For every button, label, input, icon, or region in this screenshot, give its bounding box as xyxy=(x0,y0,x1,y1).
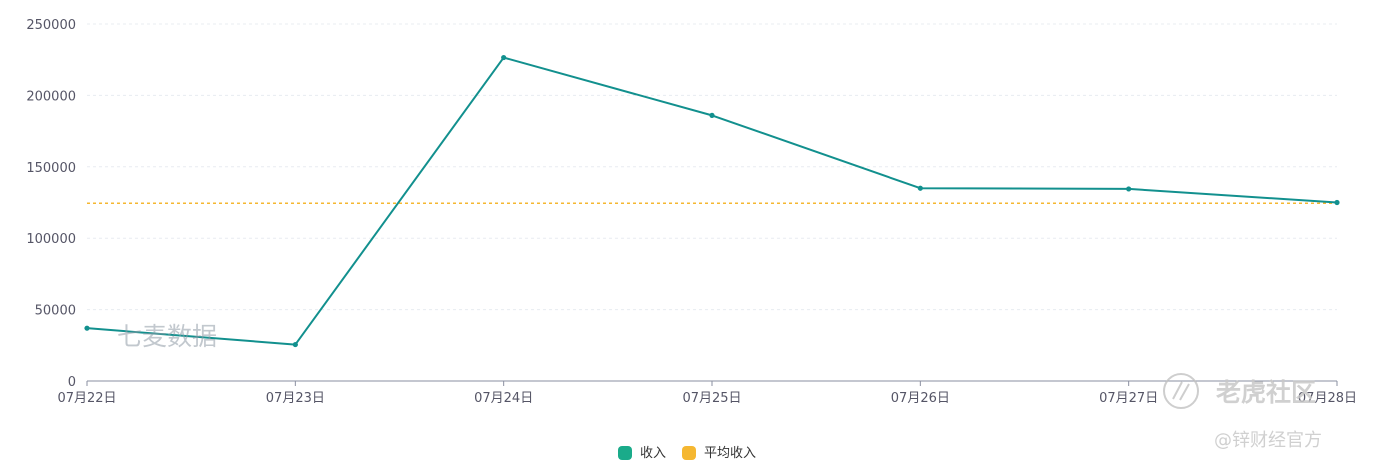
x-tick-label: 07月26日 xyxy=(891,391,950,406)
y-tick-label: 250000 xyxy=(26,18,76,33)
legend-label-income: 收入 xyxy=(640,446,666,461)
watermark-corner-text: 老虎社区 xyxy=(1216,378,1316,407)
x-tick-label: 07月23日 xyxy=(266,391,325,406)
data-point-income[interactable] xyxy=(917,185,923,191)
data-point-income[interactable] xyxy=(709,112,715,118)
watermark-credit-text: @锌财经官方 xyxy=(1214,430,1322,451)
data-point-income[interactable] xyxy=(292,341,298,348)
data-point-income[interactable] xyxy=(1126,186,1132,192)
watermark-center-text: 七麦数据 xyxy=(117,322,217,351)
legend-swatch-income xyxy=(618,446,632,460)
legend-item-income[interactable]: 收入 xyxy=(618,446,666,461)
x-tick-label: 07月22日 xyxy=(57,391,116,406)
y-tick-label: 200000 xyxy=(26,89,76,104)
y-tick-label: 0 xyxy=(68,375,76,390)
y-tick-label: 150000 xyxy=(26,161,76,176)
data-point-income[interactable] xyxy=(1334,199,1340,206)
y-tick-label: 100000 xyxy=(26,232,76,247)
axes: 0 50000 100000 150000 200000 250000 07月22日 07月2… xyxy=(26,18,1357,406)
watermark-corner: 老虎社区 xyxy=(1163,373,1316,409)
series-layer xyxy=(84,54,1340,348)
x-tick-label: 07月28日 xyxy=(1298,391,1357,406)
y-tick-label: 50000 xyxy=(35,304,76,319)
legend-label-average-income: 平均收入 xyxy=(704,446,756,461)
tiger-community-logo-icon xyxy=(1163,373,1199,409)
data-point-income[interactable] xyxy=(501,54,507,61)
legend-item-average-income[interactable]: 平均收入 xyxy=(682,446,756,461)
x-tick-label: 07月25日 xyxy=(682,391,741,406)
data-point-income[interactable] xyxy=(84,325,90,331)
x-tick-label: 07月24日 xyxy=(474,391,533,406)
series-line-income xyxy=(86,56,1338,346)
legend: 收入 平均收入 xyxy=(618,446,756,461)
legend-swatch-average-income xyxy=(682,446,696,460)
grid-lines xyxy=(87,23,1337,311)
x-tick-label: 07月27日 xyxy=(1099,391,1158,406)
